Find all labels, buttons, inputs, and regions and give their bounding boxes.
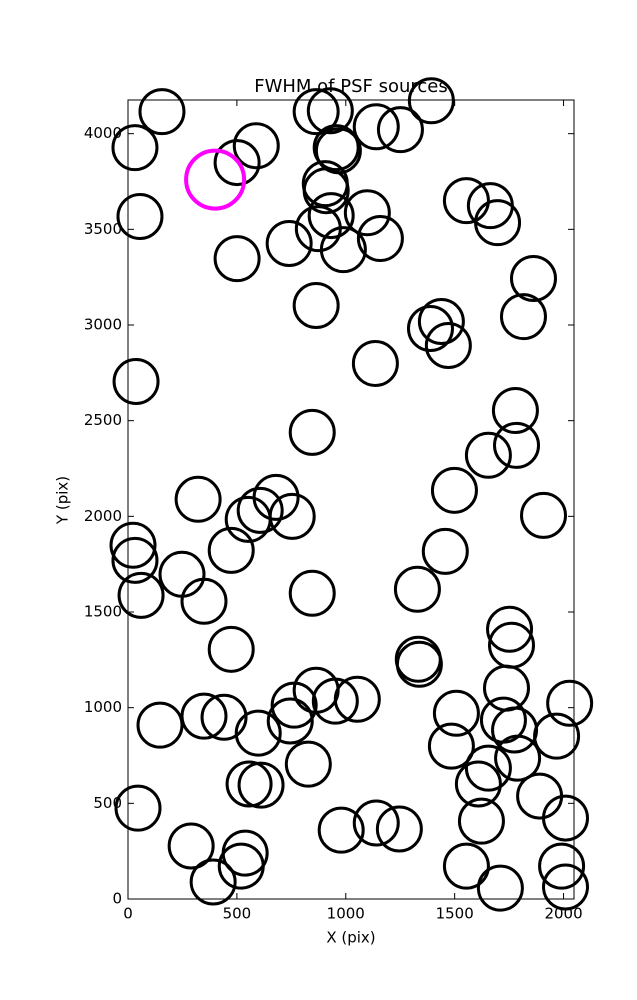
y-tick-label: 2000 (84, 507, 122, 525)
y-tick-label: 3500 (84, 220, 122, 238)
y-tick-label: 1500 (84, 603, 122, 621)
marker (317, 806, 365, 854)
marker (351, 339, 399, 387)
marker (306, 87, 354, 135)
marker (464, 431, 512, 479)
marker (207, 625, 255, 673)
y-tick-label: 1000 (84, 698, 122, 716)
marker (542, 794, 590, 842)
marker (417, 298, 465, 346)
x-axis-label: X (pix) (326, 929, 375, 947)
marker (424, 321, 472, 369)
y-axis-label: Y (pix) (54, 476, 72, 525)
marker (112, 357, 160, 405)
marker (395, 640, 443, 688)
marker (356, 215, 404, 263)
marker (509, 255, 557, 303)
marker (207, 526, 255, 574)
marker (352, 799, 400, 847)
marker (319, 226, 367, 274)
y-tick-label: 500 (93, 794, 122, 812)
y-tick-label: 3000 (84, 316, 122, 334)
marker (111, 124, 159, 172)
marker (236, 486, 284, 534)
marker (302, 167, 350, 215)
marker (421, 527, 469, 575)
marker (311, 677, 359, 725)
marker (138, 88, 186, 136)
y-tick-label: 2500 (84, 411, 122, 429)
marker (114, 784, 162, 832)
marker (213, 235, 261, 283)
marker (494, 734, 542, 782)
marker (352, 103, 400, 151)
marker (406, 304, 454, 352)
marker (234, 709, 282, 757)
marker (116, 193, 164, 241)
marker (109, 521, 157, 569)
marker (546, 679, 594, 727)
marker (343, 189, 391, 237)
marker (266, 697, 314, 745)
marker (136, 701, 184, 749)
marker (376, 106, 424, 154)
marker (491, 387, 539, 435)
marker (432, 689, 480, 737)
x-tick-label: 1000 (327, 905, 365, 923)
marker (442, 177, 490, 225)
marker (457, 797, 505, 845)
marker (200, 693, 248, 741)
marker (237, 761, 285, 809)
plot-area (109, 77, 594, 912)
marker (520, 491, 568, 539)
marker (375, 805, 423, 853)
marker (542, 863, 590, 911)
marker (217, 842, 265, 890)
y-tick-label: 0 (112, 890, 122, 908)
marker (232, 122, 280, 170)
marker (533, 712, 581, 760)
y-tick-label: 4000 (84, 124, 122, 142)
marker (189, 858, 237, 906)
plot-frame (127, 99, 575, 900)
marker (284, 740, 332, 788)
marker (111, 536, 159, 584)
x-tick-label: 1500 (436, 905, 474, 923)
marker (538, 842, 586, 890)
marker (213, 139, 261, 187)
marker (499, 293, 547, 341)
x-tick-label: 0 (123, 905, 133, 923)
marker (174, 475, 222, 523)
marker (430, 466, 478, 514)
marker (407, 77, 455, 125)
chart-title: FWHM of PSF sources (254, 76, 448, 97)
marker (288, 408, 336, 456)
marker (454, 760, 502, 808)
marker (486, 605, 534, 653)
marker (117, 571, 165, 619)
marker (464, 744, 512, 792)
marker (225, 760, 273, 808)
x-tick-label: 2000 (544, 905, 582, 923)
marker (307, 192, 355, 240)
marker (333, 675, 381, 723)
marker (224, 495, 272, 543)
marker (180, 577, 228, 625)
marker (476, 864, 524, 912)
marker (292, 281, 340, 329)
marker (288, 569, 336, 617)
marker (292, 88, 340, 136)
marker (180, 692, 228, 740)
x-tick-label: 500 (223, 905, 252, 923)
marker (184, 148, 247, 211)
marker (493, 421, 541, 469)
marker (427, 722, 475, 770)
marker (442, 842, 490, 890)
marker (474, 199, 522, 247)
marker (265, 219, 313, 267)
marker (167, 822, 215, 870)
marker (393, 565, 441, 613)
